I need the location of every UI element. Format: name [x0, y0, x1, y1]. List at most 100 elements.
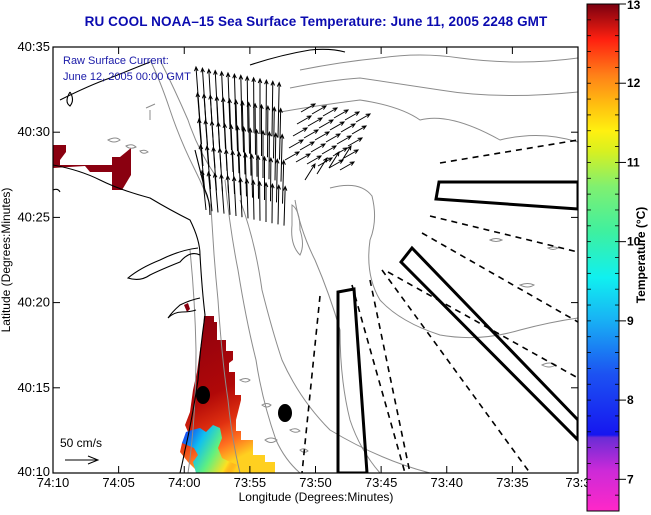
- current-vector: [240, 100, 245, 153]
- current-vector: [316, 156, 328, 175]
- current-vector: [282, 185, 288, 226]
- chart-title: RU COOL NOAA–15 Sea Surface Temperature:…: [0, 14, 578, 29]
- current-vector: [333, 109, 350, 119]
- current-vector: [251, 76, 256, 133]
- colorbar-ticks: 13 12 11 10 9 8 7: [587, 0, 641, 512]
- current-vector: [328, 150, 340, 169]
- current-vector: [273, 132, 278, 181]
- current-annotation-line2: June 12, 2005 00:00 GMT: [63, 71, 191, 83]
- colorbar-tick-label: 12: [627, 76, 641, 90]
- current-vector: [260, 129, 266, 178]
- current-vector: [262, 155, 267, 200]
- current-vector: [198, 143, 205, 189]
- current-vector: [263, 181, 269, 222]
- dashed-transect: [429, 215, 578, 253]
- current-vector: [288, 139, 305, 149]
- current-vector: [225, 174, 231, 215]
- current-vector: [246, 101, 252, 154]
- y-tick-label: 40:20: [17, 295, 50, 310]
- current-vector: [299, 141, 316, 151]
- current-vector: [274, 158, 280, 203]
- dashed-transect: [387, 271, 578, 379]
- current-vector: [254, 128, 259, 177]
- current-vector: [265, 104, 271, 158]
- current-vector: [328, 159, 345, 169]
- y-tick-label: 40:35: [17, 39, 50, 54]
- x-tick-label: 74:00: [168, 475, 201, 490]
- solid-transect-box: [336, 287, 369, 473]
- current-vector: [249, 153, 255, 198]
- current-vector: [295, 153, 312, 163]
- current-vector: [321, 145, 338, 155]
- x-axis-title: Longitude (Degrees:Minutes): [239, 490, 394, 504]
- colorbar-tick-label: 8: [627, 393, 634, 407]
- colorbar-tick-label: 7: [627, 472, 634, 486]
- scale-arrowhead-icon: [87, 455, 100, 465]
- scale-label: 50 cm/s: [60, 436, 102, 450]
- sst-patch-small: [184, 303, 190, 312]
- current-vector: [236, 150, 242, 196]
- current-vector: [276, 184, 281, 225]
- current-vector: [248, 127, 253, 176]
- current-vector: [281, 159, 286, 204]
- x-tick-label: 74:05: [102, 475, 135, 490]
- dashed-transect: [421, 232, 578, 323]
- x-tick-label: 73:3: [565, 475, 590, 490]
- y-tick-label: 40:15: [17, 380, 50, 395]
- x-tick-label: 73:55: [234, 475, 267, 490]
- current-vector: [310, 143, 327, 153]
- y-tick-label: 40:30: [17, 124, 50, 139]
- y-axis: 40:35 40:30 40:25 40:20 40:15 40:10: [17, 39, 578, 479]
- current-vector: [200, 169, 207, 211]
- current-vector: [300, 103, 317, 113]
- current-vector: [303, 129, 320, 139]
- colorbar-tick-label: 9: [627, 314, 634, 328]
- current-vector: [306, 155, 323, 165]
- dashed-transect: [381, 269, 531, 473]
- current-vector: [235, 124, 240, 174]
- y-tick-label: 40:10: [17, 464, 50, 479]
- current-vector: [279, 133, 285, 182]
- current-vector: [318, 119, 335, 129]
- sst-cold-edge: [182, 425, 250, 473]
- colorbar-title: Temperature (°C): [634, 207, 648, 304]
- colorbar-tick-label: 11: [627, 155, 640, 169]
- current-vector: [339, 161, 356, 171]
- transects: [301, 139, 578, 473]
- current-vector: [307, 117, 324, 127]
- current-vector: [197, 117, 204, 167]
- current-vector: [340, 123, 357, 133]
- current-vector: [270, 182, 275, 224]
- current-vector: [270, 80, 276, 137]
- current-vector: [304, 162, 316, 181]
- current-vector: [292, 127, 309, 137]
- current-vector: [230, 149, 235, 195]
- dashed-transect: [301, 295, 321, 473]
- current-vector: [344, 111, 361, 121]
- dashed-transect: [439, 139, 578, 164]
- solid-transect-box: [399, 245, 578, 443]
- current-vector: [231, 175, 237, 217]
- current-vector: [271, 106, 277, 159]
- current-vector: [268, 156, 274, 202]
- current-vector: [325, 133, 342, 143]
- y-tick-label: 40:25: [17, 209, 50, 224]
- current-annotation-line1: Raw Surface Current:: [63, 55, 169, 67]
- current-vector: [264, 78, 269, 136]
- sst-patch-north: [53, 145, 131, 190]
- current-vector: [238, 176, 243, 218]
- coastline: [53, 48, 346, 473]
- current-vector: [278, 107, 283, 160]
- current-vector: [276, 81, 282, 138]
- current-vector: [332, 147, 349, 157]
- current-vector: [259, 103, 264, 156]
- current-vector: [243, 152, 248, 197]
- colorbar: [586, 3, 620, 512]
- current-vector: [255, 154, 261, 199]
- solid-transect-box: [434, 180, 578, 211]
- x-tick-label: 73:50: [299, 475, 332, 490]
- x-tick-label: 73:35: [496, 475, 529, 490]
- x-tick-label: 73:45: [365, 475, 398, 490]
- current-vector: [355, 113, 372, 123]
- current-vector: [219, 173, 225, 214]
